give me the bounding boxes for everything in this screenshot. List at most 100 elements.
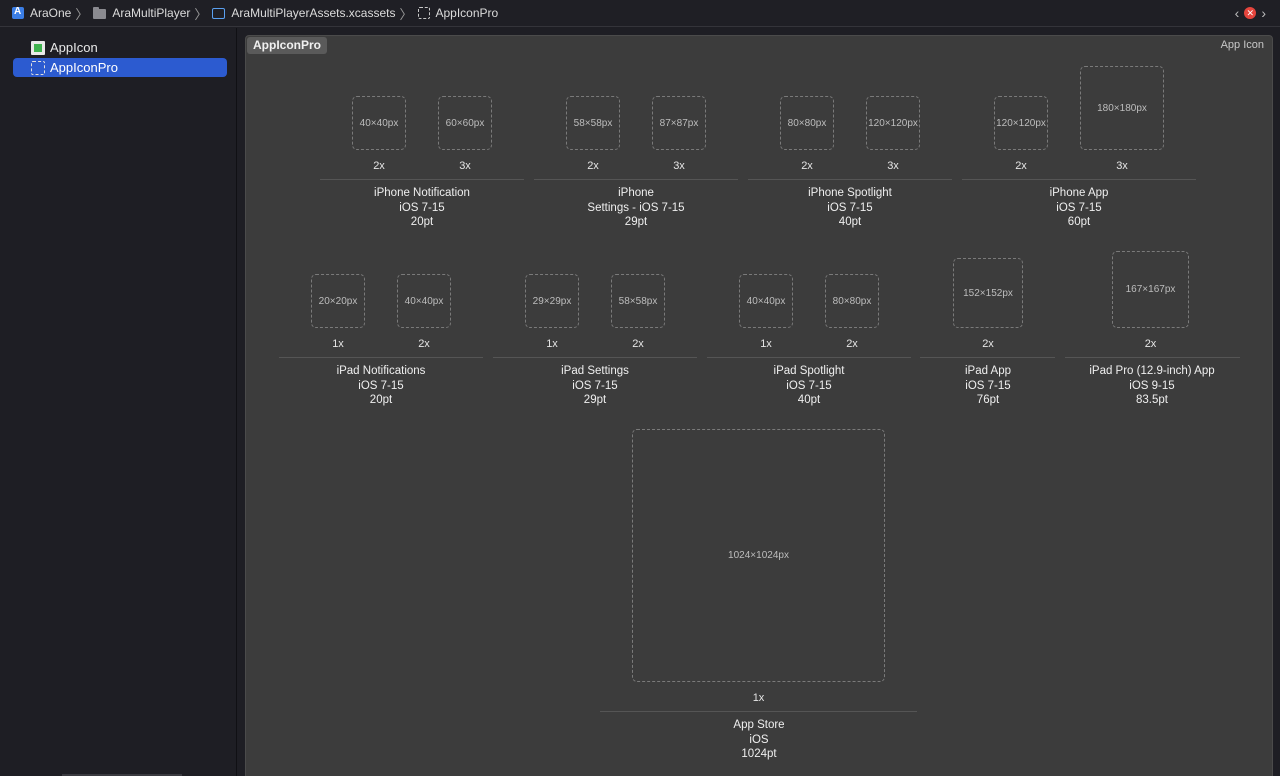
icon-group-caption-line: iPad Notifications	[336, 365, 426, 377]
sidebar-item-label: AppIcon	[50, 40, 98, 55]
icon-group-caption-line: 20pt	[410, 216, 434, 228]
set-kind-label: App Icon	[1220, 39, 1264, 51]
icon-slot-size-label: 120×120px	[996, 117, 1046, 129]
jump-bar-controls: ‹ ✕ ›	[1235, 6, 1266, 20]
icon-group-caption-line: App Store	[733, 719, 785, 731]
icon-group-divider	[707, 357, 911, 358]
icon-group-caption-line: 76pt	[976, 394, 1000, 406]
icon-slot-well[interactable]: 80×80px	[780, 96, 834, 150]
icon-group-divider	[320, 179, 524, 180]
icon-slot-well[interactable]: 40×40px	[397, 274, 451, 328]
breadcrumb-label: AraMultiPlayerAssets.xcassets	[231, 6, 396, 20]
app-icon-set-icon	[417, 7, 430, 19]
icon-slot-scale-label: 2x	[418, 338, 430, 350]
icon-slot-well[interactable]: 58×58px	[611, 274, 665, 328]
sidebar-item-label: AppIconPro	[50, 60, 118, 75]
icon-group-caption: iPhone Notification iOS 7-15 20pt	[312, 186, 532, 230]
icon-group-caption: iPhone App iOS 7-15 60pt	[969, 186, 1189, 230]
icon-slot-size-label: 58×58px	[573, 117, 613, 129]
folder-icon	[93, 7, 107, 19]
icon-slot-size-label: 58×58px	[618, 295, 658, 307]
icon-slot-scale-label: 2x	[373, 160, 385, 172]
icon-slot-well[interactable]: 1024×1024px	[632, 429, 885, 682]
set-name-label[interactable]: AppIconPro	[247, 37, 327, 54]
icon-slot-size-label: 152×152px	[963, 287, 1013, 299]
jump-bar: AraOne 〉 AraMultiPlayer 〉 AraMultiPlayer…	[0, 0, 1280, 27]
icon-group-caption-line: Settings - iOS 7-15	[587, 201, 685, 214]
icon-slot-scale-label: 2x	[587, 160, 599, 172]
breadcrumb-separator-icon: 〉	[194, 6, 208, 22]
project-icon	[12, 6, 24, 19]
icon-slot-well[interactable]: 60×60px	[438, 96, 492, 150]
breadcrumb-asset-catalog[interactable]: AraMultiPlayerAssets.xcassets	[212, 6, 395, 20]
icon-group-divider	[920, 357, 1055, 358]
icon-slot-well[interactable]: 120×120px	[866, 96, 920, 150]
sidebar-scrollbar[interactable]	[62, 774, 182, 776]
icon-slot-well[interactable]: 120×120px	[994, 96, 1048, 150]
icon-group-caption-line: iPhone Spotlight	[808, 187, 892, 199]
icon-group-caption-line: 20pt	[369, 394, 393, 406]
icon-slot-scale-label: 2x	[1144, 338, 1157, 350]
icon-slot-scale-label: 2x	[801, 160, 813, 172]
app-icon-set-icon	[31, 40, 45, 55]
icon-slot-size-label: 1024×1024px	[728, 550, 789, 561]
icon-slot-well[interactable]: 180×180px	[1080, 66, 1164, 150]
icon-slot-scale-label: 2x	[1015, 160, 1027, 172]
breadcrumb-separator-icon: 〉	[75, 6, 89, 22]
icon-group-caption-line: 83.5pt	[1136, 394, 1168, 406]
icon-slot-scale-label: 2x	[632, 338, 644, 350]
icon-group-caption: App Store iOS 1024pt	[649, 718, 869, 762]
breadcrumb-label: AraMultiPlayer	[112, 6, 191, 20]
icon-group-caption-line: iPhone Notification	[374, 187, 470, 199]
icon-group-caption-line: 40pt	[838, 216, 862, 228]
icon-group-caption-line: 60pt	[1067, 216, 1091, 228]
icon-slot-scale-label: 1x	[760, 338, 772, 350]
icon-group-caption-line: iOS 7-15	[572, 379, 618, 392]
icon-group-caption-line: iOS 7-15	[1056, 201, 1102, 214]
icon-slot-well[interactable]: 29×29px	[525, 274, 579, 328]
icon-group-caption: iPad Spotlight iOS 7-15 40pt	[699, 364, 919, 408]
icon-group-caption-line: 40pt	[797, 394, 821, 406]
breadcrumb-project[interactable]: AraOne	[12, 6, 71, 20]
error-badge-icon[interactable]: ✕	[1244, 7, 1257, 19]
icon-slot-well[interactable]: 80×80px	[825, 274, 879, 328]
icon-slot-well[interactable]: 40×40px	[739, 274, 793, 328]
icon-slot-size-label: 120×120px	[868, 117, 918, 129]
icon-group-divider	[600, 711, 917, 712]
icon-slot-size-label: 40×40px	[404, 295, 444, 307]
icon-group-caption-line: iPad Spotlight	[773, 365, 845, 377]
icon-slot-well[interactable]: 40×40px	[352, 96, 406, 150]
icon-group-caption-line: iPad Pro (12.9-inch) App	[1089, 365, 1215, 377]
chevron-right-icon[interactable]: ›	[1261, 5, 1266, 21]
sidebar-item-appicon[interactable]: AppIcon	[13, 38, 227, 57]
icon-slot-scale-label: 2x	[982, 338, 994, 350]
icon-slot-size-label: 40×40px	[746, 295, 786, 307]
icon-group-caption-line: iOS 7-15	[786, 379, 832, 392]
icon-group-divider	[279, 357, 483, 358]
icon-slot-well[interactable]: 20×20px	[311, 274, 365, 328]
sidebar-item-appiconpro[interactable]: AppIconPro	[13, 58, 227, 77]
breadcrumb-separator-icon: 〉	[399, 6, 413, 22]
breadcrumb-icon-set[interactable]: AppIconPro	[417, 6, 498, 20]
icon-slot-scale-label: 1x	[332, 338, 344, 350]
asset-catalog-icon	[212, 7, 226, 19]
icon-group-divider	[962, 179, 1196, 180]
icon-slot-well[interactable]: 167×167px	[1112, 251, 1189, 328]
icon-slot-well[interactable]: 58×58px	[566, 96, 620, 150]
icon-slot-well[interactable]: 152×152px	[953, 258, 1023, 328]
icon-group-caption-line: iPhone	[618, 187, 654, 199]
icon-group-divider	[534, 179, 738, 180]
icon-slot-size-label: 60×60px	[445, 117, 485, 129]
icon-set-panel: AppIconPro App Icon 40×40px 2x 60×60px 3x iP…	[245, 35, 1273, 776]
icon-slot-size-label: 80×80px	[832, 295, 872, 307]
icon-slot-size-label: 167×167px	[1125, 284, 1176, 295]
icon-slot-well[interactable]: 87×87px	[652, 96, 706, 150]
icon-group-caption: iPad Pro (12.9-inch) App iOS 9-15 83.5pt	[1042, 364, 1262, 408]
asset-list-sidebar: AppIcon AppIconPro	[0, 28, 237, 776]
breadcrumb-folder[interactable]: AraMultiPlayer	[93, 6, 190, 20]
icon-group-caption: iPhone Settings - iOS 7-15 29pt	[526, 186, 746, 230]
icon-slot-scale-label: 3x	[887, 160, 899, 172]
icon-group-caption-line: 29pt	[583, 394, 607, 406]
chevron-left-icon[interactable]: ‹	[1234, 5, 1240, 21]
icon-group-caption-line: iPhone App	[1049, 187, 1109, 199]
